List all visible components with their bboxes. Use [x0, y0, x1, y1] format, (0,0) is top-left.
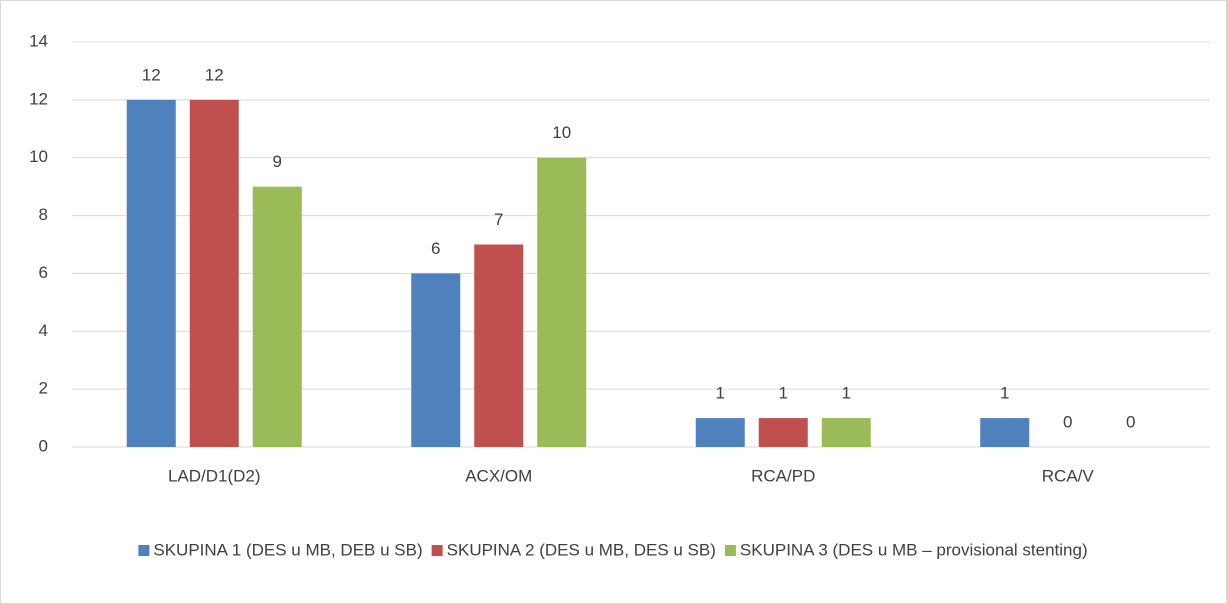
y-tick-label: 6 — [39, 263, 48, 282]
data-label: 12 — [205, 65, 224, 84]
y-tick-label: 2 — [39, 379, 48, 398]
data-label: 1 — [842, 384, 851, 403]
bar — [695, 418, 745, 447]
bar — [252, 186, 302, 447]
data-label: 7 — [494, 210, 503, 229]
data-label: 0 — [1126, 412, 1135, 431]
legend-swatch — [724, 545, 736, 556]
y-tick-label: 4 — [39, 321, 48, 340]
bar — [474, 244, 524, 447]
y-tick-label: 12 — [29, 89, 48, 108]
legend-label: SKUPINA 1 (DES u MB, DEB u SB) — [153, 540, 422, 559]
x-tick-label: RCA/V — [1042, 466, 1095, 485]
y-tick-label: 10 — [29, 147, 48, 166]
y-tick-label: 8 — [39, 205, 48, 224]
data-label: 1 — [779, 384, 788, 403]
data-label: 12 — [142, 65, 161, 84]
data-label: 9 — [273, 152, 282, 171]
data-label: 1 — [1000, 384, 1009, 403]
x-tick-label: ACX/OM — [465, 466, 532, 485]
data-label: 0 — [1063, 412, 1072, 431]
legend-label: SKUPINA 3 (DES u MB – provisional stenti… — [740, 540, 1088, 559]
legend-label: SKUPINA 2 (DES u MB, DES u SB) — [447, 540, 716, 559]
legend-swatch — [431, 545, 443, 556]
bar — [758, 418, 808, 447]
bar — [126, 99, 176, 447]
bar — [189, 99, 239, 447]
data-label: 6 — [431, 239, 440, 258]
bar — [980, 418, 1030, 447]
y-tick-label: 0 — [39, 436, 48, 455]
data-label: 10 — [552, 123, 571, 142]
x-tick-label: LAD/D1(D2) — [168, 466, 261, 485]
legend-swatch — [138, 545, 150, 556]
y-tick-label: 14 — [29, 31, 48, 50]
x-tick-label: RCA/PD — [751, 466, 815, 485]
data-label: 1 — [716, 384, 725, 403]
bar — [537, 157, 587, 447]
bar — [821, 418, 871, 447]
bar — [411, 273, 461, 447]
